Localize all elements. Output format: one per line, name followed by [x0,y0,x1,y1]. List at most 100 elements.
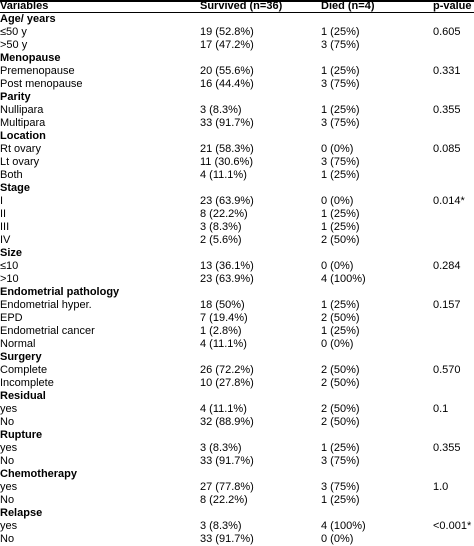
table-row: Normal 4 (11.1%) 0 (0%) [0,338,474,351]
header-bottom-rule [0,12,474,13]
survived-cell: 7 (19.4%) [200,312,248,324]
survived-cell: 1 (2.8%) [200,325,242,337]
died-cell: 1 (25%) [321,208,360,220]
table-row: No 33 (91.7%) 3 (75%) [0,455,474,468]
died-cell: 0 (0%) [321,533,354,545]
survived-cell: 3 (8.3%) [200,104,242,116]
died-cell: 3 (75%) [321,117,360,129]
category-cell: Premenopause [0,65,75,77]
survived-cell: 11 (30.6%) [200,156,253,168]
section-label: Surgery [0,351,42,363]
table-row: Endometrial hyper. 18 (50%) 1 (25%) 0.157 [0,299,474,312]
table-row: >10 23 (63.9%) 4 (100%) [0,273,474,286]
survived-cell: 18 (50%) [200,299,245,311]
section-heading-row: Surgery [0,351,474,364]
survived-cell: 2 (5.6%) [200,234,242,246]
p-value-cell: 0.331 [433,65,461,77]
table-row: EPD 7 (19.4%) 2 (50%) [0,312,474,325]
category-cell: Nullipara [0,104,44,116]
header-variables: Variables [0,0,49,12]
died-cell: 3 (75%) [321,481,360,493]
survived-cell: 3 (8.3%) [200,520,242,532]
p-value-cell: 0.355 [433,442,461,454]
header-survived: Survived (n=36) [200,0,283,12]
survived-cell: 26 (72.2%) [200,364,254,376]
table-row: ≤50 y 19 (52.8%) 1 (25%) 0.605 [0,26,474,39]
died-cell: 1 (25%) [321,442,360,454]
section-label: Stage [0,182,30,194]
section-heading-row: Endometrial pathology [0,286,474,299]
table-row: yes 27 (77.8%) 3 (75%) 1.0 [0,481,474,494]
died-cell: 0 (0%) [321,195,354,207]
section-label: Rupture [0,429,43,441]
section-heading-row: Rupture [0,429,474,442]
header-died: Died (n=4) [321,0,375,12]
survived-cell: 3 (8.3%) [200,221,242,233]
table-row: Multipara 33 (91.7%) 3 (75%) [0,117,474,130]
died-cell: 3 (75%) [321,455,360,467]
table-row: yes 4 (11.1%) 2 (50%) 0.1 [0,403,474,416]
died-cell: 2 (50%) [321,234,360,246]
p-value-cell: 0.570 [433,364,461,376]
category-cell: Lt ovary [0,156,40,168]
section-heading-row: Chemotherapy [0,468,474,481]
table-row: No 32 (88.9%) 2 (50%) [0,416,474,429]
table-row: Incomplete 10 (27.8%) 2 (50%) [0,377,474,390]
survived-cell: 20 (55.6%) [200,65,254,77]
table-row: yes 3 (8.3%) 4 (100%) <0.001* [0,520,474,533]
category-cell: No [0,494,15,506]
section-label: Menopause [0,52,61,64]
section-label: Relapse [0,507,43,519]
died-cell: 0 (0%) [321,338,354,350]
died-cell: 0 (0%) [321,143,354,155]
died-cell: 3 (75%) [321,39,360,51]
category-cell: Multipara [0,117,46,129]
table-row: Rt ovary 21 (58.3%) 0 (0%) 0.085 [0,143,474,156]
section-heading-row: Residual [0,390,474,403]
category-cell: IV [0,234,11,246]
survived-cell: 23 (63.9%) [200,273,254,285]
p-value-cell: 0.014* [433,195,465,207]
section-label: Endometrial pathology [0,286,120,298]
category-cell: Normal [0,338,36,350]
section-label: Chemotherapy [0,468,78,480]
p-value-cell: 0.355 [433,104,461,116]
p-value-cell: 0.1 [433,403,449,415]
died-cell: 2 (50%) [321,403,360,415]
category-cell: yes [0,481,18,493]
survived-cell: 33 (91.7%) [200,117,254,129]
header-p-value: p-value [433,0,472,12]
category-cell: yes [0,442,18,454]
survived-cell: 8 (22.2%) [200,494,248,506]
survived-cell: 4 (11.1%) [200,403,247,415]
section-heading-row: Stage [0,182,474,195]
table-row: IV 2 (5.6%) 2 (50%) [0,234,474,247]
section-heading-row: Location [0,130,474,143]
died-cell: 1 (25%) [321,169,360,181]
survived-cell: 33 (91.7%) [200,533,254,545]
table-row: Complete 26 (72.2%) 2 (50%) 0.570 [0,364,474,377]
section-label: Size [0,247,23,259]
table-row: Lt ovary 11 (30.6%) 3 (75%) [0,156,474,169]
table-row: I 23 (63.9%) 0 (0%) 0.014* [0,195,474,208]
table-row: No 8 (22.2%) 1 (25%) [0,494,474,507]
p-value-cell: <0.001* [433,520,472,532]
table-row: III 3 (8.3%) 1 (25%) [0,221,474,234]
died-cell: 0 (0%) [321,260,354,272]
p-value-cell: 1.0 [433,481,449,493]
category-cell: No [0,533,15,545]
category-cell: No [0,455,15,467]
header-row: Variables Survived (n=36) Died (n=4) p-v… [0,0,474,13]
died-cell: 4 (100%) [321,273,366,285]
category-cell: Rt ovary [0,143,41,155]
category-cell: yes [0,520,18,532]
p-value-cell: 0.605 [433,26,461,38]
table-row: No 33 (91.7%) 0 (0%) [0,533,474,546]
table-row: >50 y 17 (47.2%) 3 (75%) [0,39,474,52]
p-value-cell: 0.284 [433,260,461,272]
section-heading-row: Relapse [0,507,474,520]
survived-cell: 4 (11.1%) [200,338,247,350]
survived-cell: 21 (58.3%) [200,143,254,155]
category-cell: No [0,416,15,428]
